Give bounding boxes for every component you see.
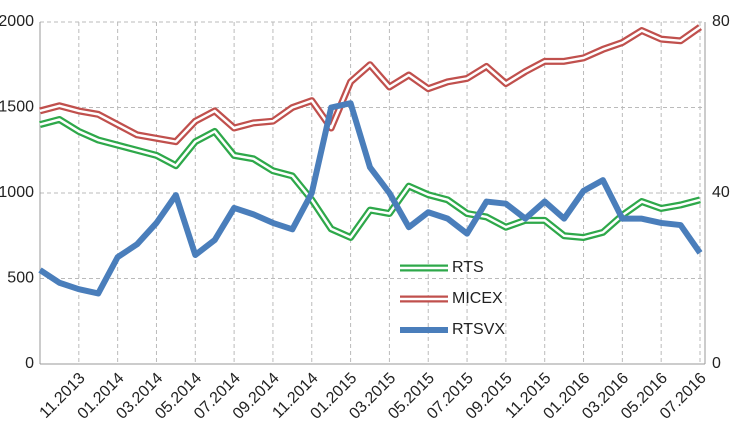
y-tick-label: 500 [7, 270, 34, 287]
y2-tick-label: 80 [712, 13, 730, 30]
y-tick-label: 0 [25, 355, 34, 372]
y-tick-label: 1500 [0, 99, 34, 116]
series-line [38, 100, 703, 297]
legend-label: RTSVX [452, 321, 505, 338]
legend-label: MICEX [452, 290, 503, 307]
y-tick-label: 1000 [0, 184, 34, 201]
y2-tick-label: 40 [712, 184, 730, 201]
series-line [39, 24, 703, 146]
series-line-inner [39, 118, 701, 239]
legend-label: RTS [452, 259, 484, 276]
y2-tick-label: 0 [712, 355, 721, 372]
series-line-inner [39, 26, 701, 143]
y-tick-label: 2000 [0, 13, 34, 30]
